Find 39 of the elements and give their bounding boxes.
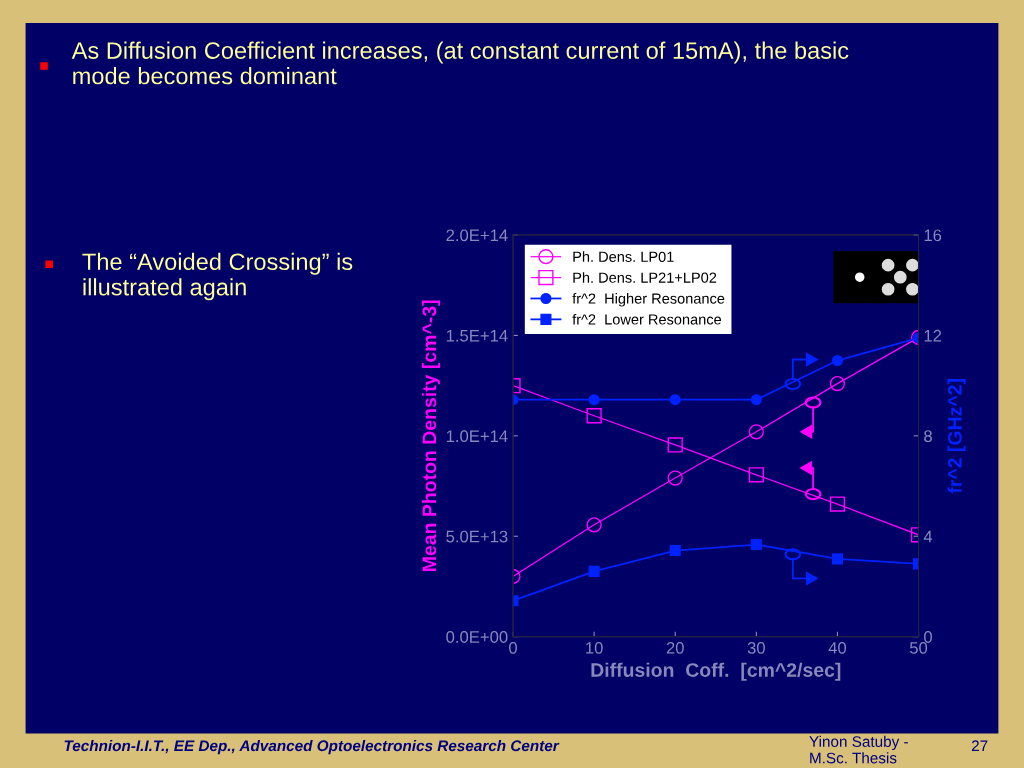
text: Yinon Satuby - M.Sc. Thesis [809,735,908,764]
point [748,424,764,440]
y2-tick-label: 8 [924,430,932,443]
point [667,437,683,453]
point [750,538,762,551]
x-tick-label: 10 [586,641,603,654]
legend-label: Ph. Dens. LP21+LP02 [573,272,717,283]
text: The “Avoided Crossing” is illustrated again [82,252,353,301]
text: Technion-I.I.T., EE Dep., Advanced Optoelectronics Research Center [64,739,560,755]
chart-title: As Diffusion Coefficient increases, (at constant current of 15mA), the basic mode becomes dominant [71,41,849,85]
point [588,565,600,577]
x-tick-label: 0 [509,641,518,654]
y2-axis-title: fr^2 [GHz^2] [947,379,966,494]
point [669,545,681,557]
point [750,394,762,406]
y-tick-label: 1.5E+14 [446,330,508,342]
x-tick-label: 20 [666,641,684,654]
y-tick-label: 0.0E+00 [446,631,508,643]
legend-label: fr^2 Lower Resonance [572,313,722,325]
legend-label: fr^2 Higher Resonance [572,293,725,307]
y2-tick-label: 0 [924,631,933,643]
point [588,394,600,406]
text: 27 [971,740,988,752]
y-tick-label: 1.0E+14 [446,430,508,443]
y2-tick-label: 16 [924,229,942,242]
y-tick-label: 5.0E+13 [446,530,508,543]
y-axis-title: Mean Photon Density [cm^-3] [421,300,441,571]
x-axis-title: Diffusion Coff. [cm^2/sec] [591,662,841,681]
legend-label: Ph. Dens. LP01 [573,251,674,262]
y2-tick-label: 12 [924,329,942,342]
x-tick-label: 30 [747,641,765,654]
y2-tick-label: 4 [923,530,933,543]
point [831,354,843,367]
y-tick-label: 2.0E+14 [446,229,508,242]
point [748,467,764,483]
x-tick-label: 40 [828,641,847,654]
point [669,394,681,406]
point [831,553,843,565]
point [667,470,683,486]
